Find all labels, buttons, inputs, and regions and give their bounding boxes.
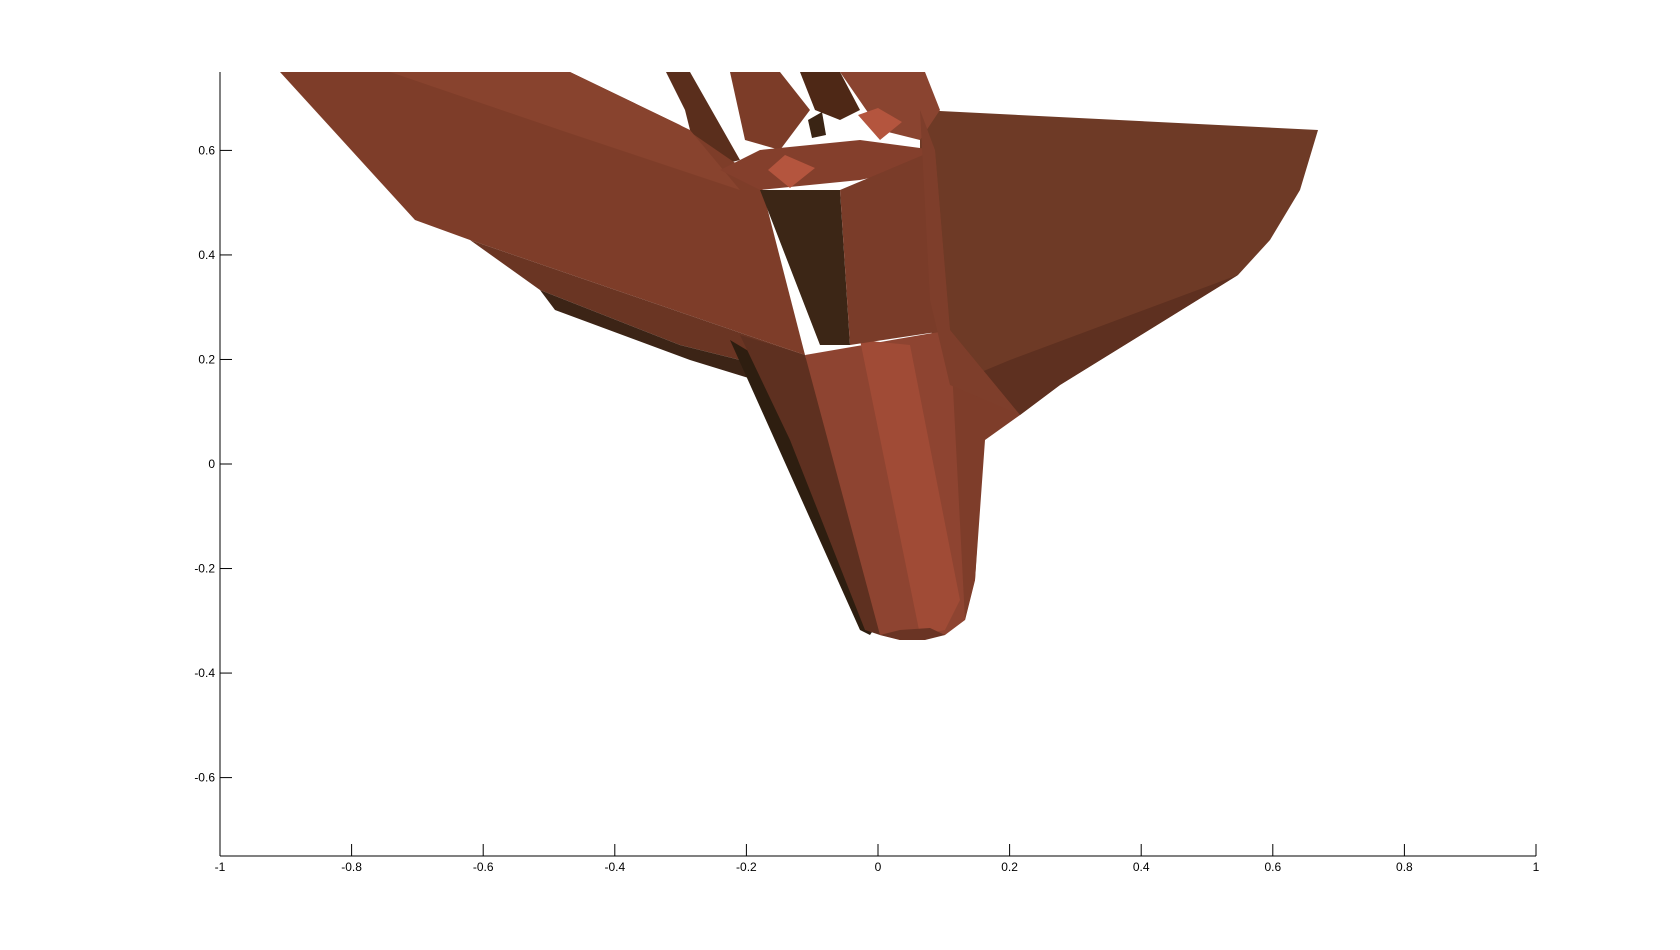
- mesh-face-collar-dark: [808, 112, 826, 138]
- x-tick-label: 0.6: [1264, 860, 1281, 874]
- x-tick-label: -0.2: [736, 860, 757, 874]
- mesh-face-collar-light-2: [858, 108, 902, 140]
- mesh-face-left-wing-top-upper: [390, 72, 740, 190]
- mesh-face-right-wing: [920, 110, 1318, 415]
- x-tick-label: 0.8: [1396, 860, 1413, 874]
- x-tick-label: -0.8: [341, 860, 362, 874]
- mesh-face-pillar-right: [800, 72, 860, 120]
- x-tick-label: -1: [215, 860, 226, 874]
- mesh-face-left-wing-shadow: [540, 290, 760, 380]
- x-tick-label: -0.6: [473, 860, 494, 874]
- mesh-face-right-band: [920, 110, 1020, 415]
- x-tick-label: 1: [1533, 860, 1540, 874]
- y-tick-label: 0.4: [198, 248, 215, 262]
- axes: -1 -0.8 -0.6 -0.4 -0.2 0 0.2 0.4 0.6 0.8 1 -0.6-0.…: [194, 72, 1540, 874]
- mesh-face-pillar-left: [666, 72, 740, 170]
- x-tick-label: -0.4: [604, 860, 625, 874]
- y-ticks: -0.6 -0.4 -0.2 0 0.2 0.4 0.6: [194, 143, 232, 785]
- x-tick-label: 0.4: [1133, 860, 1150, 874]
- mesh-face-pillar-edge: [840, 72, 940, 140]
- y-tick-label: 0: [208, 457, 215, 471]
- mesh-face-collar-light: [768, 155, 815, 188]
- y-tick-label: -0.6: [194, 771, 215, 785]
- mesh-face-left-wing-underside: [470, 240, 805, 365]
- mesh-face-cone-highlight: [860, 340, 960, 635]
- surface-mesh: [280, 72, 1318, 640]
- x-tick-label: 0: [875, 860, 882, 874]
- mesh-face-pillar-mid: [730, 72, 810, 150]
- x-ticks: -1 -0.8 -0.6 -0.4 -0.2 0 0.2 0.4 0.6 0.8 1: [215, 844, 1540, 874]
- x-tick-label: 0.2: [1001, 860, 1018, 874]
- y-tick-label: -0.2: [194, 562, 215, 576]
- mesh-face-right-wing-underside: [950, 275, 1238, 415]
- y-tick-label: 0.6: [198, 143, 215, 157]
- mesh-face-collar: [720, 140, 935, 190]
- mesh-face-cone-tip: [880, 628, 945, 640]
- mesh-face-cone-upper: [840, 150, 950, 345]
- y-tick-label: 0.2: [198, 352, 215, 366]
- mesh-face-cone-dark-strip: [760, 190, 850, 345]
- y-tick-label: -0.4: [194, 666, 215, 680]
